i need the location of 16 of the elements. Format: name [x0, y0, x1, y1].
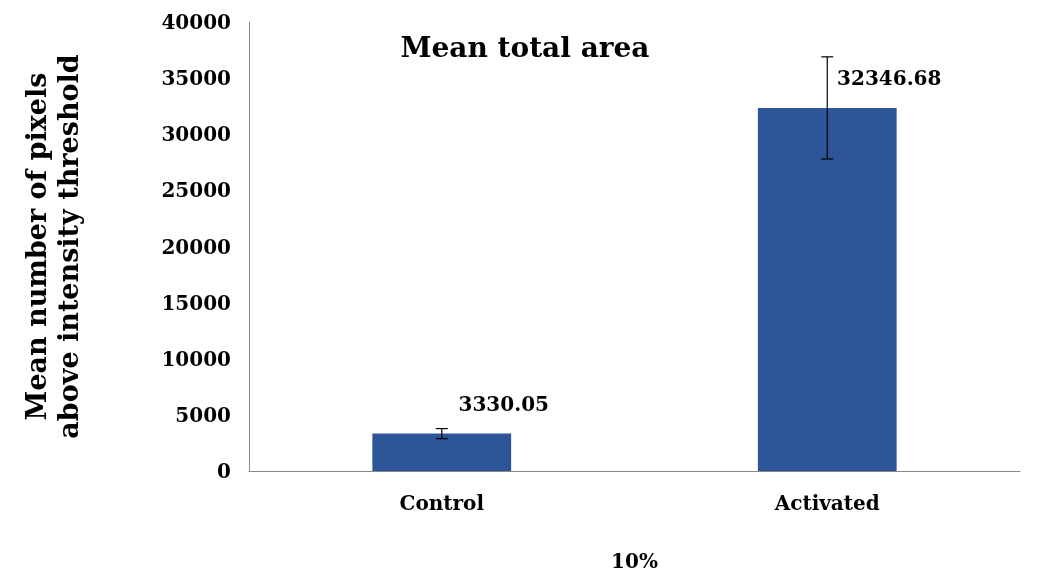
y-tick-label: 25000: [161, 178, 231, 203]
y-tick-label: 20000: [161, 234, 231, 259]
x-tick-label: Control: [399, 491, 485, 515]
y-tick-label: 35000: [161, 66, 231, 91]
y-axis-title: Mean number of pixels above intensity threshold: [20, 54, 84, 439]
data-label: 3330.05: [458, 391, 549, 416]
y-tick-label: 30000: [161, 122, 231, 147]
y-tick-label: 40000: [161, 10, 231, 34]
y-tick-label: 15000: [161, 290, 231, 315]
y-tick-label: 0: [217, 459, 231, 483]
x-tick-label: Activated: [773, 491, 880, 515]
x-axis-title: 10%: [611, 549, 658, 573]
y-tick-label: 10000: [161, 346, 231, 371]
data-label: 32346.68: [837, 65, 942, 90]
y-tick-label: 5000: [175, 402, 231, 427]
chart-title: Mean total area: [400, 30, 650, 64]
